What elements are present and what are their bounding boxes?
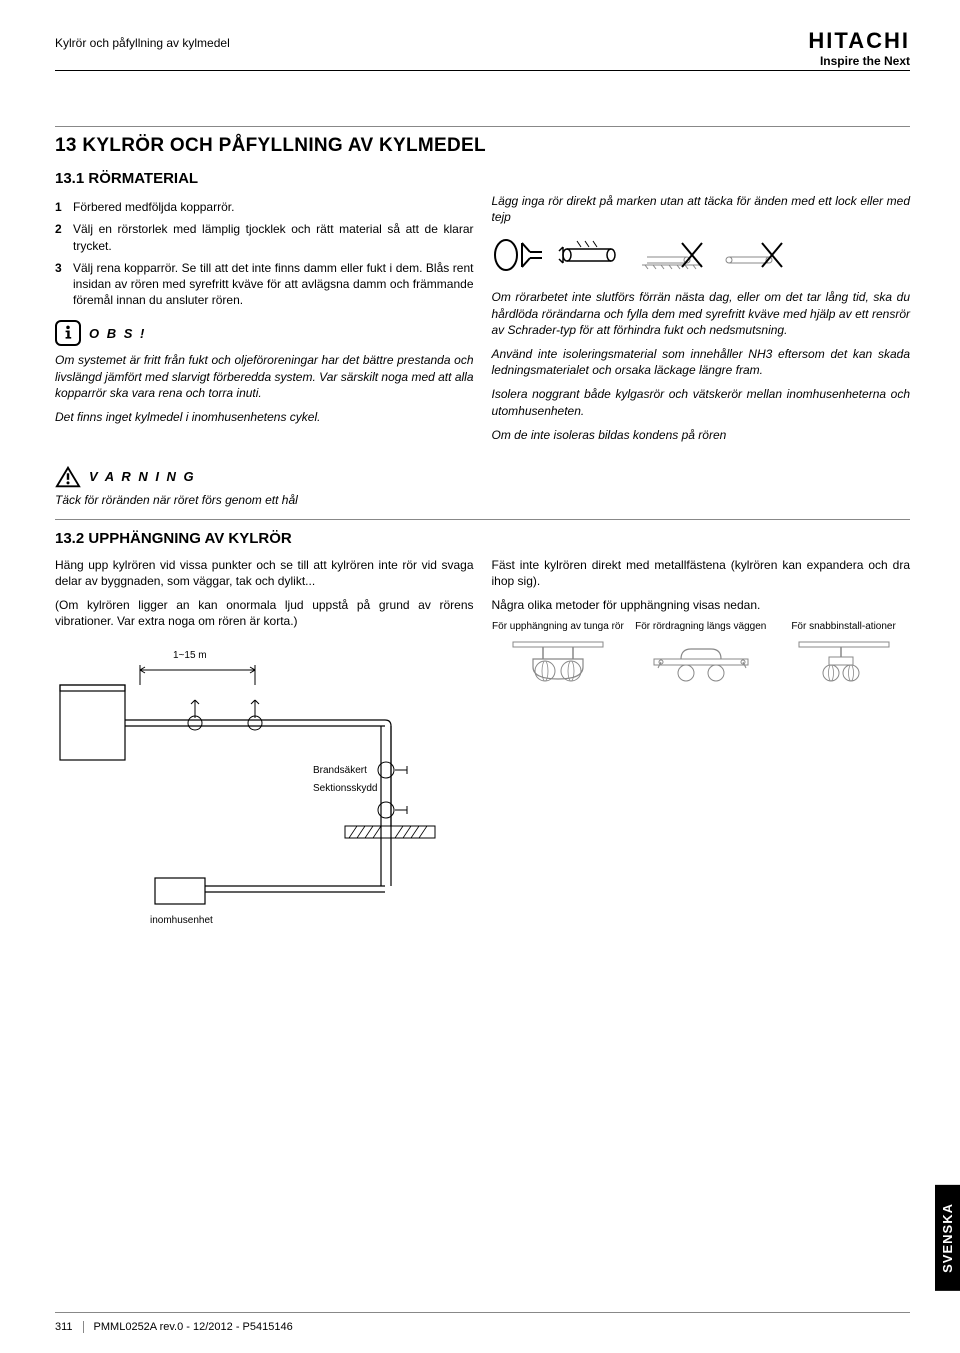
list-text: Välj en rörstorlek med lämplig tjocklek … bbox=[73, 221, 474, 259]
pipe-open-wrong-icon bbox=[717, 235, 787, 275]
body-text: Använd inte isoleringsmaterial som inneh… bbox=[492, 346, 911, 378]
obs-label: O B S ! bbox=[89, 325, 146, 343]
section-rule bbox=[55, 126, 910, 127]
body-text: (Om kylrören ligger an kan onormala ljud… bbox=[55, 597, 474, 629]
warning-icon bbox=[55, 465, 81, 489]
section-rule bbox=[55, 519, 910, 520]
warning-label: V A R N I N G bbox=[89, 469, 196, 484]
language-tab: SVENSKA bbox=[935, 1185, 960, 1291]
figure-ok-row bbox=[492, 235, 911, 275]
col-right: Lägg inga rör direkt på marken utan att … bbox=[492, 161, 911, 451]
list-number: 1 bbox=[55, 199, 73, 221]
obs-paragraph: Om systemet är fritt från fukt och oljef… bbox=[55, 352, 474, 401]
body-text: Isolera noggrant både kylgasrör och väts… bbox=[492, 386, 911, 418]
footer-rule bbox=[55, 1312, 910, 1313]
brand-block: HITACHI Inspire the Next bbox=[808, 30, 910, 68]
body-text: Om de inte isoleras bildas kondens på rö… bbox=[492, 427, 911, 443]
numbered-list: 1 Förbered medföljda kopparrör. 2 Välj e… bbox=[55, 199, 474, 314]
figure-caption: För snabbinstall-ationer bbox=[791, 621, 896, 633]
brand-logo-text: HITACHI bbox=[808, 30, 910, 52]
body-text: Fäst inte kylrören direkt med metallfäst… bbox=[492, 557, 911, 589]
pipe-hanging-diagram: 1~15 m Brandsäkert Sektionsskydd inomhus… bbox=[55, 640, 474, 924]
heavy-pipe-hanger-icon bbox=[503, 637, 613, 692]
wall-pipe-clamp-icon bbox=[646, 637, 756, 692]
subsection-title-13-2: 13.2 UPPHÄNGNING AV KYLRÖR bbox=[55, 530, 910, 547]
section-13-1: 13.1 RÖRMATERIAL 1 Förbered medföljda ko… bbox=[55, 161, 910, 451]
page-number: 311 bbox=[55, 1321, 84, 1333]
doc-id: PMML0252A rev.0 - 12/2012 - P5415146 bbox=[94, 1321, 293, 1333]
obs-paragraph: Det finns inget kylmedel i inomhusenhete… bbox=[55, 409, 474, 425]
list-item: 1 Förbered medföljda kopparrör. bbox=[55, 199, 474, 221]
obs-callout: O B S ! bbox=[55, 320, 474, 346]
pipe-covered-icon bbox=[557, 235, 627, 275]
warning-text: Täck för röränden när röret förs genom e… bbox=[55, 493, 910, 507]
body-text: Om rörarbetet inte slutförs förrän nästa… bbox=[492, 289, 911, 338]
figure-cell: För rördragning längs väggen bbox=[634, 621, 767, 692]
diagram-label: inomhusenhet bbox=[150, 914, 213, 928]
figure-caption: För upphängning av tunga rör bbox=[492, 621, 624, 633]
page-footer: 311 PMML0252A rev.0 - 12/2012 - P5415146 bbox=[55, 1312, 910, 1333]
list-item: 2 Välj en rörstorlek med lämplig tjockle… bbox=[55, 221, 474, 259]
col-right: Fäst inte kylrören direkt med metallfäst… bbox=[492, 557, 911, 924]
figure-cell: För snabbinstall-ationer bbox=[777, 621, 910, 692]
section-title: 13 KYLRÖR OCH PÅFYLLNING AV KYLMEDEL bbox=[55, 135, 910, 157]
subsection-title-13-1: 13.1 RÖRMATERIAL bbox=[55, 169, 474, 189]
col-left: Häng upp kylrören vid vissa punkter och … bbox=[55, 557, 474, 924]
list-item: 3 Välj rena kopparrör. Se till att det i… bbox=[55, 260, 474, 315]
brand-tagline: Inspire the Next bbox=[808, 54, 910, 68]
list-number: 3 bbox=[55, 260, 73, 315]
ok-icon bbox=[492, 235, 547, 275]
header-breadcrumb: Kylrör och påfyllning av kylmedel bbox=[55, 30, 230, 50]
list-text: Välj rena kopparrör. Se till att det int… bbox=[73, 260, 474, 315]
mounting-methods-row: För upphängning av tunga rör För rördrag… bbox=[492, 621, 911, 692]
info-icon bbox=[55, 320, 81, 346]
figure-caption: För rördragning längs väggen bbox=[635, 621, 766, 633]
pipe-on-ground-wrong-icon bbox=[637, 235, 707, 275]
body-text: Lägg inga rör direkt på marken utan att … bbox=[492, 193, 911, 225]
page-header: Kylrör och påfyllning av kylmedel HITACH… bbox=[55, 30, 910, 68]
body-text: Några olika metoder för upphängning visa… bbox=[492, 597, 911, 613]
quick-install-clamp-icon bbox=[789, 637, 899, 692]
list-text: Förbered medföljda kopparrör. bbox=[73, 199, 474, 221]
header-rule bbox=[55, 70, 910, 71]
col-left: 13.1 RÖRMATERIAL 1 Förbered medföljda ko… bbox=[55, 161, 474, 451]
diagram-label: Brandsäkert bbox=[313, 764, 367, 778]
dim-label: 1~15 m bbox=[173, 649, 207, 663]
list-number: 2 bbox=[55, 221, 73, 259]
pipe-diagram-svg bbox=[55, 640, 465, 920]
body-text: Häng upp kylrören vid vissa punkter och … bbox=[55, 557, 474, 589]
warning-callout: V A R N I N G bbox=[55, 465, 910, 489]
diagram-label: Sektionsskydd bbox=[313, 782, 377, 796]
section-13-2: Häng upp kylrören vid vissa punkter och … bbox=[55, 557, 910, 924]
figure-cell: För upphängning av tunga rör bbox=[492, 621, 625, 692]
